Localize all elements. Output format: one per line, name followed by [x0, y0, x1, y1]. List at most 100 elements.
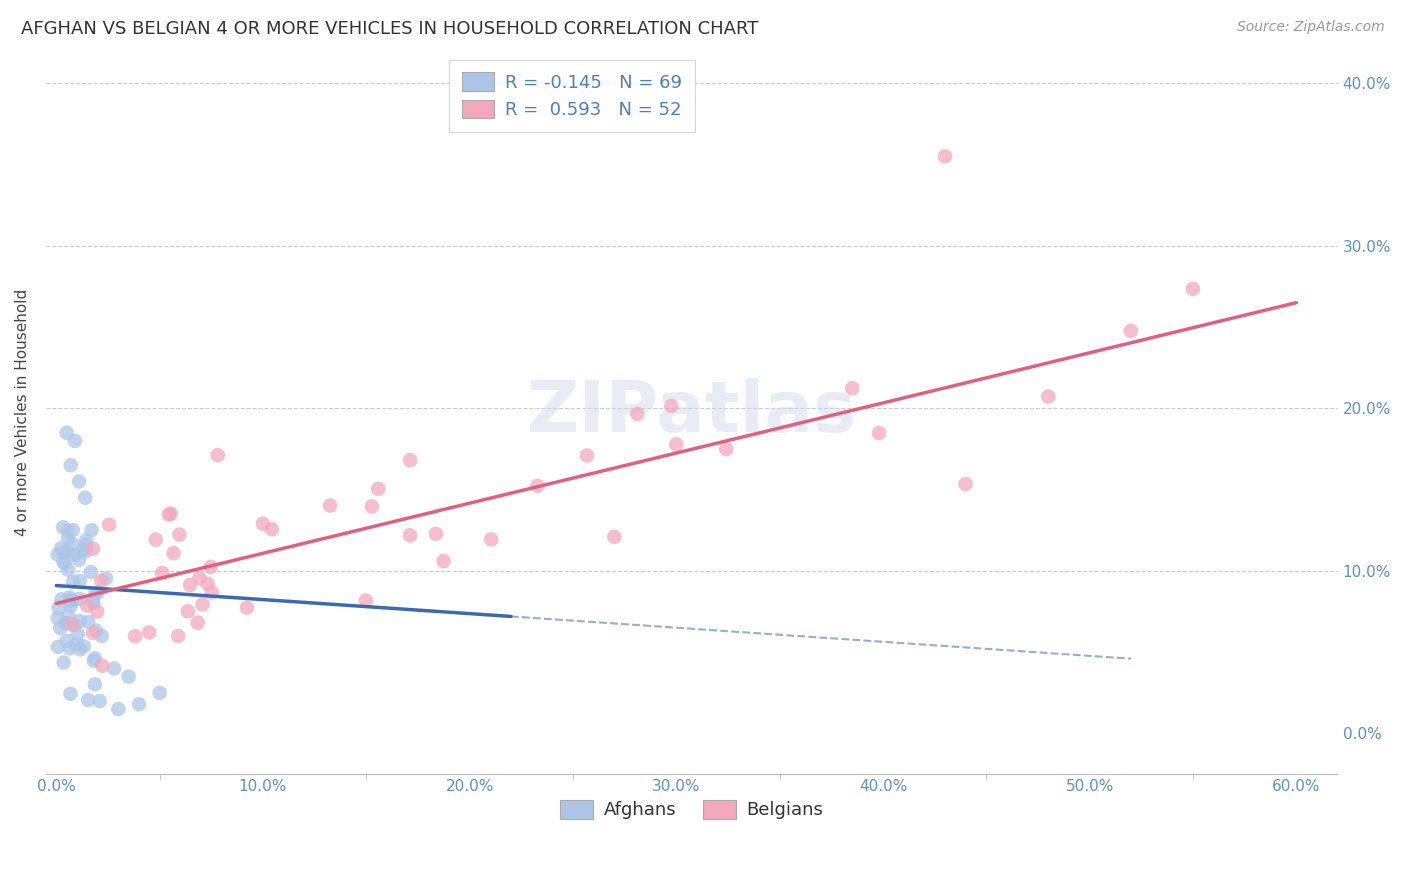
Point: [56, 563, 79, 577]
Point: [200, 559, 222, 574]
Point: [367, 482, 389, 496]
Point: [201, 585, 224, 599]
Point: [56, 616, 79, 631]
Point: [432, 554, 454, 568]
Point: [179, 578, 201, 592]
Point: [56, 524, 79, 538]
Point: [91, 658, 114, 673]
Point: [236, 600, 259, 615]
Point: [1181, 282, 1204, 296]
Point: [75, 544, 97, 558]
Point: [52, 520, 75, 534]
Point: [207, 448, 229, 462]
Point: [399, 528, 422, 542]
Point: [84, 586, 107, 600]
Point: [67, 553, 90, 567]
Point: [59, 641, 82, 656]
Point: [53, 616, 76, 631]
Point: [659, 399, 682, 413]
Point: [62, 574, 84, 589]
Point: [479, 533, 502, 547]
Point: [82, 595, 104, 609]
Point: [73, 640, 96, 654]
Point: [603, 530, 626, 544]
Point: [191, 598, 214, 612]
Point: [188, 571, 211, 585]
Point: [150, 566, 173, 580]
Point: [80, 523, 103, 537]
Point: [53, 557, 76, 571]
Point: [82, 625, 104, 640]
Point: [84, 624, 107, 638]
Point: [60, 594, 83, 608]
Point: [82, 596, 104, 610]
Point: [1038, 389, 1060, 403]
Point: [59, 591, 82, 605]
Point: [62, 537, 84, 551]
Point: [46, 548, 69, 562]
Point: [841, 381, 863, 395]
Point: [187, 615, 209, 630]
Point: [162, 546, 184, 560]
Point: [399, 453, 422, 467]
Point: [75, 491, 97, 505]
Point: [107, 702, 129, 716]
Text: ZIPatlas: ZIPatlas: [527, 378, 856, 447]
Point: [157, 508, 180, 522]
Point: [75, 533, 97, 548]
Point: [69, 642, 91, 657]
Point: [75, 538, 97, 552]
Point: [575, 449, 598, 463]
Point: [59, 687, 82, 701]
Point: [167, 629, 190, 643]
Point: [72, 542, 94, 557]
Point: [66, 627, 89, 641]
Point: [83, 651, 105, 665]
Point: [60, 617, 83, 632]
Point: [58, 609, 80, 624]
Point: [46, 611, 69, 625]
Point: [138, 625, 160, 640]
Point: [149, 686, 172, 700]
Point: [82, 541, 104, 556]
Point: [63, 617, 86, 632]
Point: [83, 677, 105, 691]
Point: [55, 425, 77, 440]
Point: [90, 629, 112, 643]
Point: [145, 533, 167, 547]
Point: [197, 577, 219, 591]
Text: AFGHAN VS BELGIAN 4 OR MORE VEHICLES IN HOUSEHOLD CORRELATION CHART: AFGHAN VS BELGIAN 4 OR MORE VEHICLES IN …: [21, 20, 758, 37]
Point: [77, 615, 100, 629]
Point: [716, 442, 738, 456]
Point: [177, 604, 200, 618]
Point: [59, 599, 82, 613]
Y-axis label: 4 or more Vehicles in Household: 4 or more Vehicles in Household: [15, 289, 30, 536]
Point: [67, 475, 90, 489]
Point: [46, 640, 69, 654]
Point: [55, 633, 77, 648]
Point: [260, 522, 283, 536]
Point: [63, 548, 86, 562]
Point: [52, 555, 75, 569]
Point: [77, 693, 100, 707]
Point: [86, 605, 108, 619]
Point: [69, 591, 91, 606]
Point: [59, 593, 82, 607]
Point: [169, 527, 191, 541]
Point: [955, 477, 977, 491]
Point: [48, 600, 70, 615]
Point: [526, 479, 548, 493]
Point: [94, 572, 117, 586]
Point: [80, 565, 103, 579]
Point: [103, 661, 125, 675]
Point: [65, 637, 87, 651]
Point: [360, 500, 382, 514]
Point: [63, 434, 86, 448]
Point: [56, 532, 79, 546]
Point: [934, 149, 956, 163]
Text: Source: ZipAtlas.com: Source: ZipAtlas.com: [1237, 20, 1385, 34]
Point: [56, 545, 79, 559]
Point: [49, 621, 72, 635]
Point: [354, 593, 377, 607]
Point: [868, 425, 890, 440]
